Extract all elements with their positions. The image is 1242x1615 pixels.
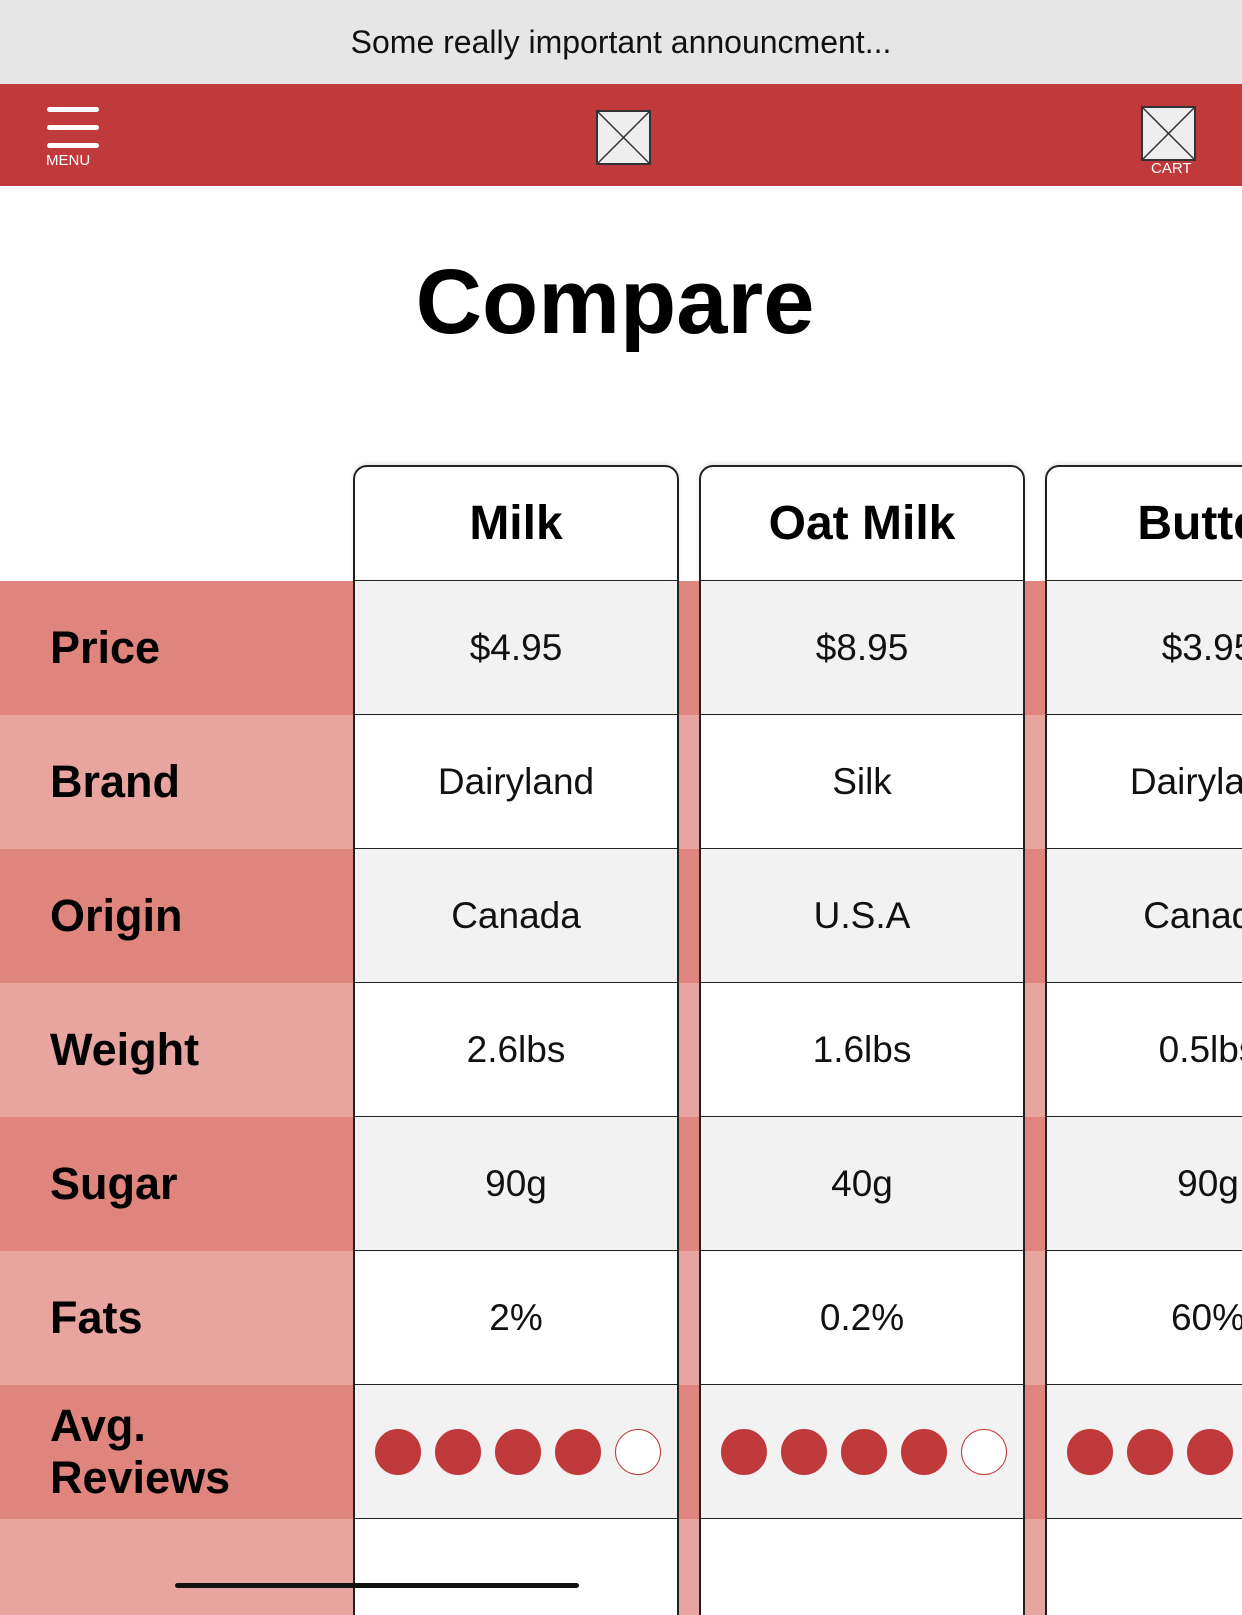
nav-bar: MENU CART — [0, 84, 1242, 186]
rating-dot-empty — [961, 1429, 1007, 1475]
rating-cell — [353, 1385, 679, 1519]
cell: Canada — [353, 849, 679, 983]
cell: 2.6lbs — [353, 983, 679, 1117]
cell: Dairyland — [1045, 715, 1242, 849]
rating-dot-filled — [1187, 1429, 1233, 1475]
row-label: Avg. Reviews — [50, 1400, 231, 1503]
cell: 2% — [353, 1251, 679, 1385]
column-header: Oat Milk — [699, 465, 1025, 582]
rating-dot-filled — [781, 1429, 827, 1475]
rating-dot-filled — [435, 1429, 481, 1475]
cell: 0.5lbs — [1045, 983, 1242, 1117]
rating-dot-filled — [1067, 1429, 1113, 1475]
row-label: Sugar — [50, 1158, 178, 1210]
column-header: Milk — [353, 465, 679, 582]
menu-label: MENU — [46, 152, 91, 169]
rating-cell — [699, 1385, 1025, 1519]
cell: $8.95 — [699, 581, 1025, 715]
cell-empty — [1045, 1519, 1242, 1615]
cell: Canada — [1045, 849, 1242, 983]
cell: $3.95 — [1045, 581, 1242, 715]
cell: U.S.A — [699, 849, 1025, 983]
row-label: Price — [50, 622, 161, 674]
rating-dot-filled — [841, 1429, 887, 1475]
column-header: Butter — [1045, 465, 1242, 582]
cell: Dairyland — [353, 715, 679, 849]
cell: 1.6lbs — [699, 983, 1025, 1117]
rating-cell — [1045, 1385, 1242, 1519]
rating-dot-filled — [555, 1429, 601, 1475]
rating-dot-filled — [901, 1429, 947, 1475]
menu-icon-line — [47, 143, 99, 148]
menu-icon-line — [47, 107, 99, 112]
cell: $4.95 — [353, 581, 679, 715]
cell: 90g — [353, 1117, 679, 1251]
rating-dot-empty — [615, 1429, 661, 1475]
rating-dot-filled — [495, 1429, 541, 1475]
row-label: Fats — [50, 1292, 143, 1344]
rating-dot-filled — [1127, 1429, 1173, 1475]
announcement: Some really important announcment... — [0, 0, 1242, 84]
cell-empty — [699, 1519, 1025, 1615]
cell-empty — [353, 1519, 679, 1615]
cell: 90g — [1045, 1117, 1242, 1251]
menu-icon-line — [47, 125, 99, 130]
cart-icon — [1141, 106, 1196, 161]
rating-dot-filled — [721, 1429, 767, 1475]
cell: 40g — [699, 1117, 1025, 1251]
cell: 0.2% — [699, 1251, 1025, 1385]
row-label: Weight — [50, 1024, 200, 1076]
cart-label: CART — [1151, 160, 1192, 177]
cell: 60% — [1045, 1251, 1242, 1385]
logo[interactable] — [596, 110, 651, 165]
home-indicator — [175, 1583, 579, 1588]
page-title: Compare — [415, 251, 815, 353]
rating-dot-filled — [375, 1429, 421, 1475]
row-label: Brand — [50, 756, 181, 808]
row-label: Origin — [50, 890, 183, 942]
cell: Silk — [699, 715, 1025, 849]
